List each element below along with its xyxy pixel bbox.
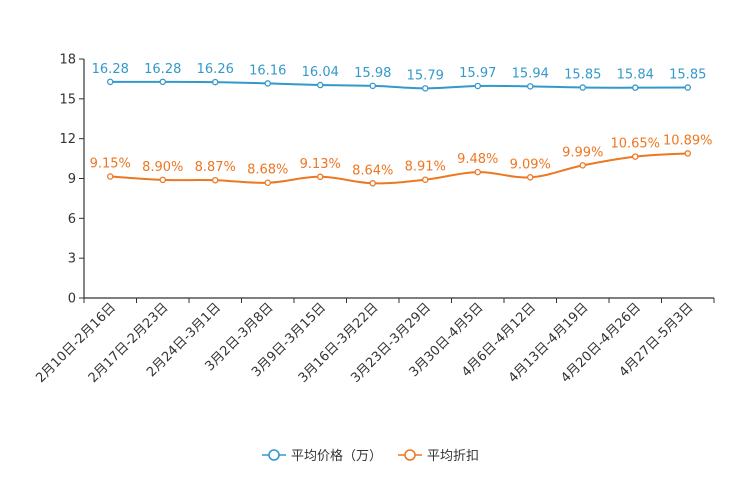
data-point-avg-price[interactable] — [264, 80, 271, 87]
legend-marker-icon — [404, 449, 416, 461]
data-label-avg-discount: 9.48% — [457, 152, 498, 167]
data-label-avg-price: 16.26 — [197, 62, 234, 77]
data-label-avg-discount: 8.87% — [195, 160, 236, 175]
series-line-avg-price — [110, 80, 688, 90]
data-point-avg-discount[interactable] — [421, 176, 429, 183]
data-point-avg-price[interactable] — [632, 84, 639, 91]
y-tick-label: 9 — [68, 172, 76, 187]
data-label-avg-discount: 8.68% — [247, 163, 288, 178]
data-point-avg-discount[interactable] — [369, 180, 376, 187]
data-label-avg-discount: 8.64% — [352, 163, 393, 178]
data-label-avg-price: 15.98 — [354, 66, 391, 81]
data-label-avg-discount: 10.89% — [663, 133, 713, 148]
data-label-avg-price: 15.85 — [669, 68, 706, 83]
data-point-avg-discount[interactable] — [527, 174, 534, 181]
data-point-avg-price[interactable] — [211, 78, 219, 86]
series-line-avg-discount — [110, 152, 688, 185]
data-point-avg-discount[interactable] — [264, 179, 271, 186]
y-tick-label: 15 — [59, 92, 76, 107]
data-label-avg-price: 16.04 — [302, 65, 339, 80]
legend-item-avg-discount[interactable]: 平均折扣 — [398, 449, 479, 464]
y-tick-label: 18 — [59, 53, 76, 68]
data-point-avg-discount[interactable] — [316, 173, 324, 181]
data-point-avg-discount[interactable] — [211, 176, 219, 184]
data-point-avg-price[interactable] — [527, 83, 534, 90]
data-label-avg-price: 15.85 — [564, 68, 601, 83]
data-label-avg-price: 15.94 — [512, 66, 549, 81]
data-label-avg-price: 16.28 — [92, 62, 129, 77]
data-label-avg-discount: 8.90% — [142, 160, 183, 175]
data-point-avg-price[interactable] — [421, 85, 429, 92]
data-point-avg-discount[interactable] — [684, 150, 692, 157]
axes: 03691215182月10日-2月16日2月17日-2月23日2月24日-3月… — [33, 53, 715, 386]
data-label-avg-discount: 9.13% — [300, 157, 341, 172]
data-point-avg-discount[interactable] — [474, 168, 481, 176]
data-label-avg-discount: 9.09% — [510, 157, 551, 172]
data-label-avg-discount: 10.65% — [610, 137, 660, 152]
legend-item-avg-price[interactable]: 平均价格（万） — [262, 448, 382, 464]
data-point-avg-price[interactable] — [316, 81, 324, 89]
data-label-avg-price: 16.28 — [144, 62, 181, 77]
data-label-avg-price: 15.79 — [407, 68, 444, 83]
legend[interactable]: 平均价格（万） 平均折扣 — [262, 448, 479, 464]
y-tick-label: 12 — [59, 132, 76, 147]
data-label-avg-discount: 8.91% — [405, 160, 446, 175]
data-label-avg-discount: 9.99% — [562, 145, 603, 160]
series-lines — [107, 78, 692, 187]
data-labels: 16.28 16.28 16.26 16.16 16.04 15.98 15.79 15.97… — [90, 62, 713, 178]
y-tick-label: 0 — [68, 292, 76, 307]
legend-label: 平均折扣 — [427, 449, 479, 464]
data-label-avg-price: 15.84 — [617, 68, 654, 83]
data-point-avg-price[interactable] — [369, 82, 376, 90]
data-label-avg-price: 15.97 — [459, 66, 496, 81]
y-tick-label: 6 — [68, 212, 76, 227]
data-label-avg-discount: 9.15% — [90, 157, 131, 172]
data-point-avg-price[interactable] — [107, 78, 114, 86]
legend-label: 平均价格（万） — [291, 448, 382, 464]
data-point-avg-discount[interactable] — [107, 173, 114, 180]
data-point-avg-price[interactable] — [159, 78, 166, 86]
data-point-avg-price[interactable] — [684, 84, 692, 91]
y-tick-label: 3 — [68, 252, 76, 267]
legend-marker-icon — [268, 449, 280, 461]
data-point-avg-price[interactable] — [579, 84, 587, 91]
data-point-avg-discount[interactable] — [159, 176, 166, 184]
data-point-avg-discount[interactable] — [579, 162, 587, 169]
data-point-avg-price[interactable] — [474, 82, 481, 90]
data-label-avg-price: 16.16 — [249, 63, 286, 78]
data-point-avg-discount[interactable] — [632, 153, 639, 160]
